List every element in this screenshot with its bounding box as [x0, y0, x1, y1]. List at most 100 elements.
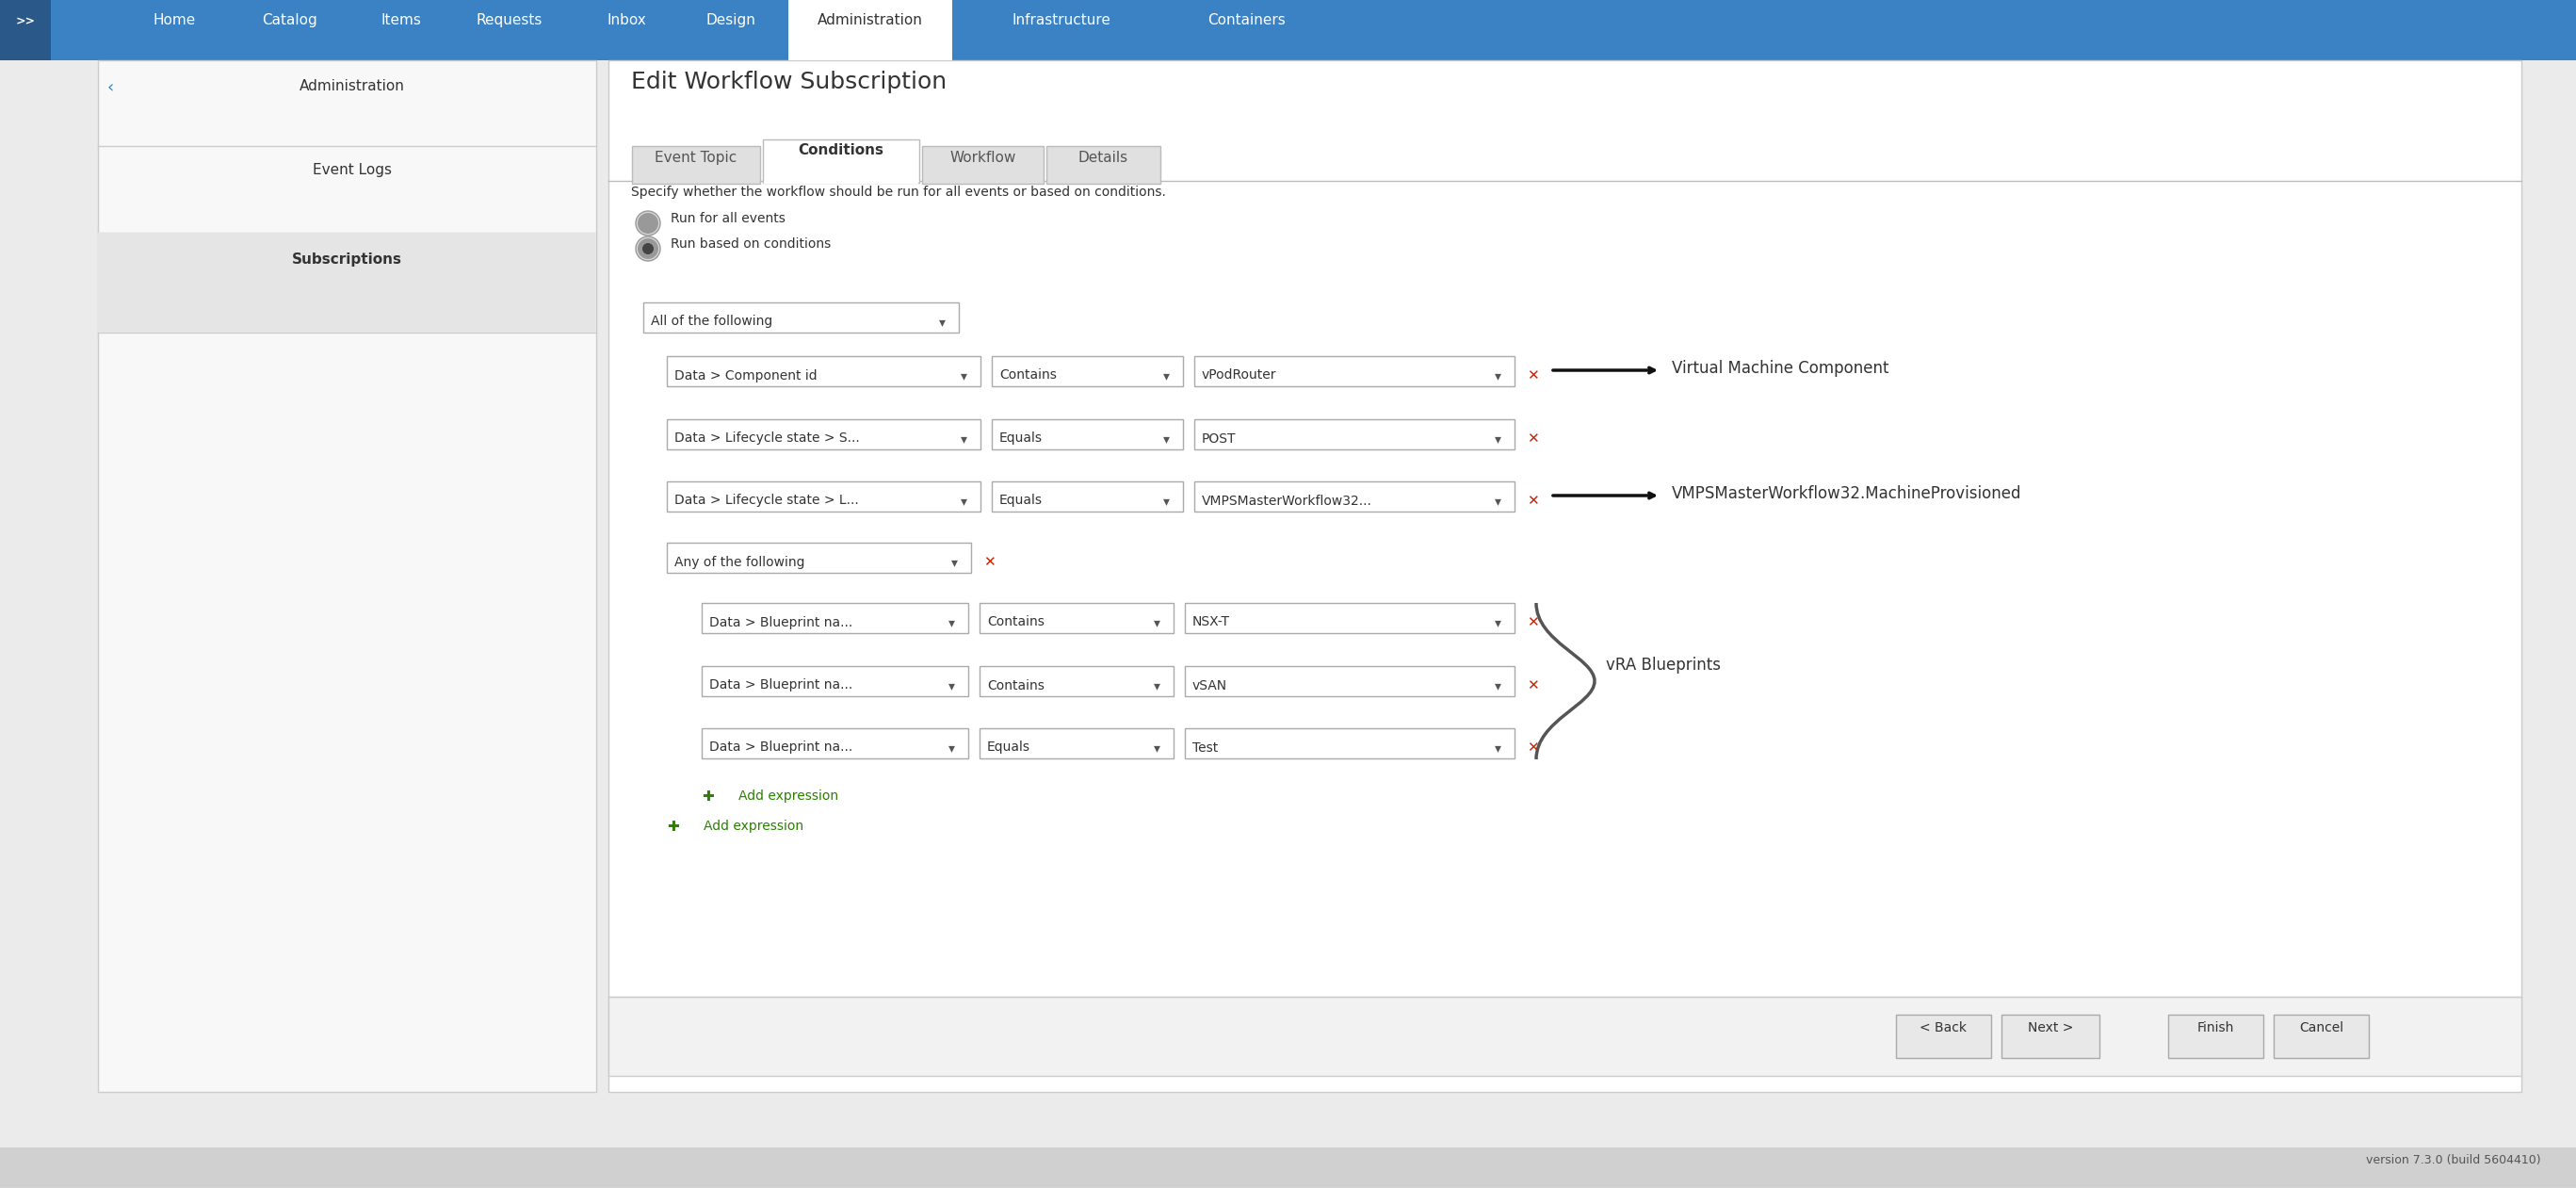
Text: VMPSMasterWorkflow32.MachineProvisioned: VMPSMasterWorkflow32.MachineProvisioned: [1672, 485, 2022, 503]
Text: Contains: Contains: [987, 678, 1043, 691]
Bar: [2275, 1015, 2370, 1059]
Text: Edit Workflow Subscription: Edit Workflow Subscription: [631, 70, 948, 94]
Text: ▾: ▾: [1494, 432, 1502, 446]
Bar: [1185, 604, 1515, 633]
Text: Event Topic: Event Topic: [654, 151, 737, 165]
Text: Inbox: Inbox: [608, 13, 647, 27]
Bar: [667, 481, 981, 512]
Text: ✕: ✕: [984, 555, 994, 569]
Text: Design: Design: [706, 13, 755, 27]
Circle shape: [639, 239, 659, 259]
Text: Details: Details: [1079, 151, 1128, 165]
Bar: [0, 0, 2576, 61]
Text: ▾: ▾: [1154, 617, 1159, 630]
Circle shape: [639, 213, 659, 234]
Text: Catalog: Catalog: [263, 13, 317, 27]
Text: Run based on conditions: Run based on conditions: [670, 238, 832, 251]
Text: ▾: ▾: [1494, 494, 1502, 507]
Bar: [1195, 481, 1515, 512]
Text: Infrastructure: Infrastructure: [1012, 13, 1110, 27]
Bar: [992, 419, 1182, 449]
Bar: [1195, 356, 1515, 386]
Text: vSAN: vSAN: [1193, 678, 1226, 691]
Bar: [788, 0, 953, 61]
Text: ✕: ✕: [1528, 615, 1538, 630]
Bar: [1046, 146, 1159, 184]
Text: Equals: Equals: [999, 494, 1043, 507]
Text: Data > Blueprint na...: Data > Blueprint na...: [708, 741, 853, 754]
Bar: [667, 543, 971, 573]
Text: vPodRouter: vPodRouter: [1203, 368, 1278, 383]
Text: ▾: ▾: [1494, 680, 1502, 693]
Bar: [765, 181, 917, 184]
Text: ✕: ✕: [1528, 368, 1538, 383]
Bar: [1896, 1015, 1991, 1059]
Bar: [1195, 419, 1515, 449]
Text: ✚: ✚: [701, 790, 714, 803]
Bar: [922, 146, 1043, 184]
Text: ▾: ▾: [1162, 432, 1170, 446]
Text: ▾: ▾: [938, 316, 945, 329]
Text: ▾: ▾: [1154, 741, 1159, 754]
Text: Conditions: Conditions: [799, 144, 884, 157]
Text: ▾: ▾: [961, 369, 966, 383]
Bar: [0, 0, 52, 61]
Text: Administration: Administration: [817, 13, 922, 27]
Text: ▾: ▾: [1494, 617, 1502, 630]
Text: Data > Blueprint na...: Data > Blueprint na...: [708, 678, 853, 691]
Text: Data > Component id: Data > Component id: [675, 368, 817, 383]
Circle shape: [636, 211, 659, 235]
Text: Home: Home: [155, 13, 196, 27]
Text: ✚: ✚: [667, 820, 680, 834]
Text: ▾: ▾: [1494, 741, 1502, 754]
Bar: [992, 481, 1182, 512]
Text: VMPSMasterWorkflow32...: VMPSMasterWorkflow32...: [1203, 494, 1373, 507]
Bar: [1185, 728, 1515, 758]
Text: ✕: ✕: [1528, 432, 1538, 446]
Bar: [2169, 1015, 2264, 1059]
Bar: [608, 61, 2522, 1092]
Bar: [1185, 666, 1515, 696]
Text: ▾: ▾: [948, 741, 956, 754]
Text: Workflow: Workflow: [951, 151, 1015, 165]
Text: Run for all events: Run for all events: [670, 211, 786, 226]
Bar: [979, 666, 1175, 696]
Text: All of the following: All of the following: [652, 315, 773, 328]
Text: ▾: ▾: [1162, 369, 1170, 383]
Text: ▾: ▾: [961, 494, 966, 507]
Text: Event Logs: Event Logs: [312, 164, 392, 177]
Text: Requests: Requests: [477, 13, 544, 27]
Text: ▾: ▾: [1494, 369, 1502, 383]
Bar: [979, 604, 1175, 633]
Bar: [98, 61, 595, 1092]
Circle shape: [636, 236, 659, 261]
Text: Administration: Administration: [299, 78, 404, 93]
Bar: [608, 997, 2522, 1076]
Bar: [701, 604, 969, 633]
Circle shape: [639, 239, 659, 259]
Text: Contains: Contains: [999, 368, 1056, 383]
Text: Subscriptions: Subscriptions: [291, 253, 402, 267]
Text: Next >: Next >: [2027, 1022, 2074, 1035]
Text: Finish: Finish: [2197, 1022, 2233, 1035]
Bar: [644, 303, 958, 333]
Bar: [992, 356, 1182, 386]
Text: Add expression: Add expression: [739, 790, 837, 803]
Bar: [667, 419, 981, 449]
Circle shape: [641, 244, 654, 254]
Text: NSX-T: NSX-T: [1193, 615, 1231, 628]
Text: ▾: ▾: [961, 432, 966, 446]
Text: Virtual Machine Component: Virtual Machine Component: [1672, 360, 1888, 377]
Text: ▾: ▾: [948, 680, 956, 693]
Bar: [762, 139, 920, 183]
Text: ✕: ✕: [1528, 741, 1538, 756]
Text: Equals: Equals: [987, 741, 1030, 754]
Text: Items: Items: [381, 13, 422, 27]
Text: Data > Blueprint na...: Data > Blueprint na...: [708, 615, 853, 628]
Bar: [979, 728, 1175, 758]
Bar: [2002, 1015, 2099, 1059]
Text: POST: POST: [1203, 432, 1236, 446]
Bar: [667, 356, 981, 386]
Text: ✕: ✕: [1528, 678, 1538, 693]
Text: ▾: ▾: [948, 617, 956, 630]
